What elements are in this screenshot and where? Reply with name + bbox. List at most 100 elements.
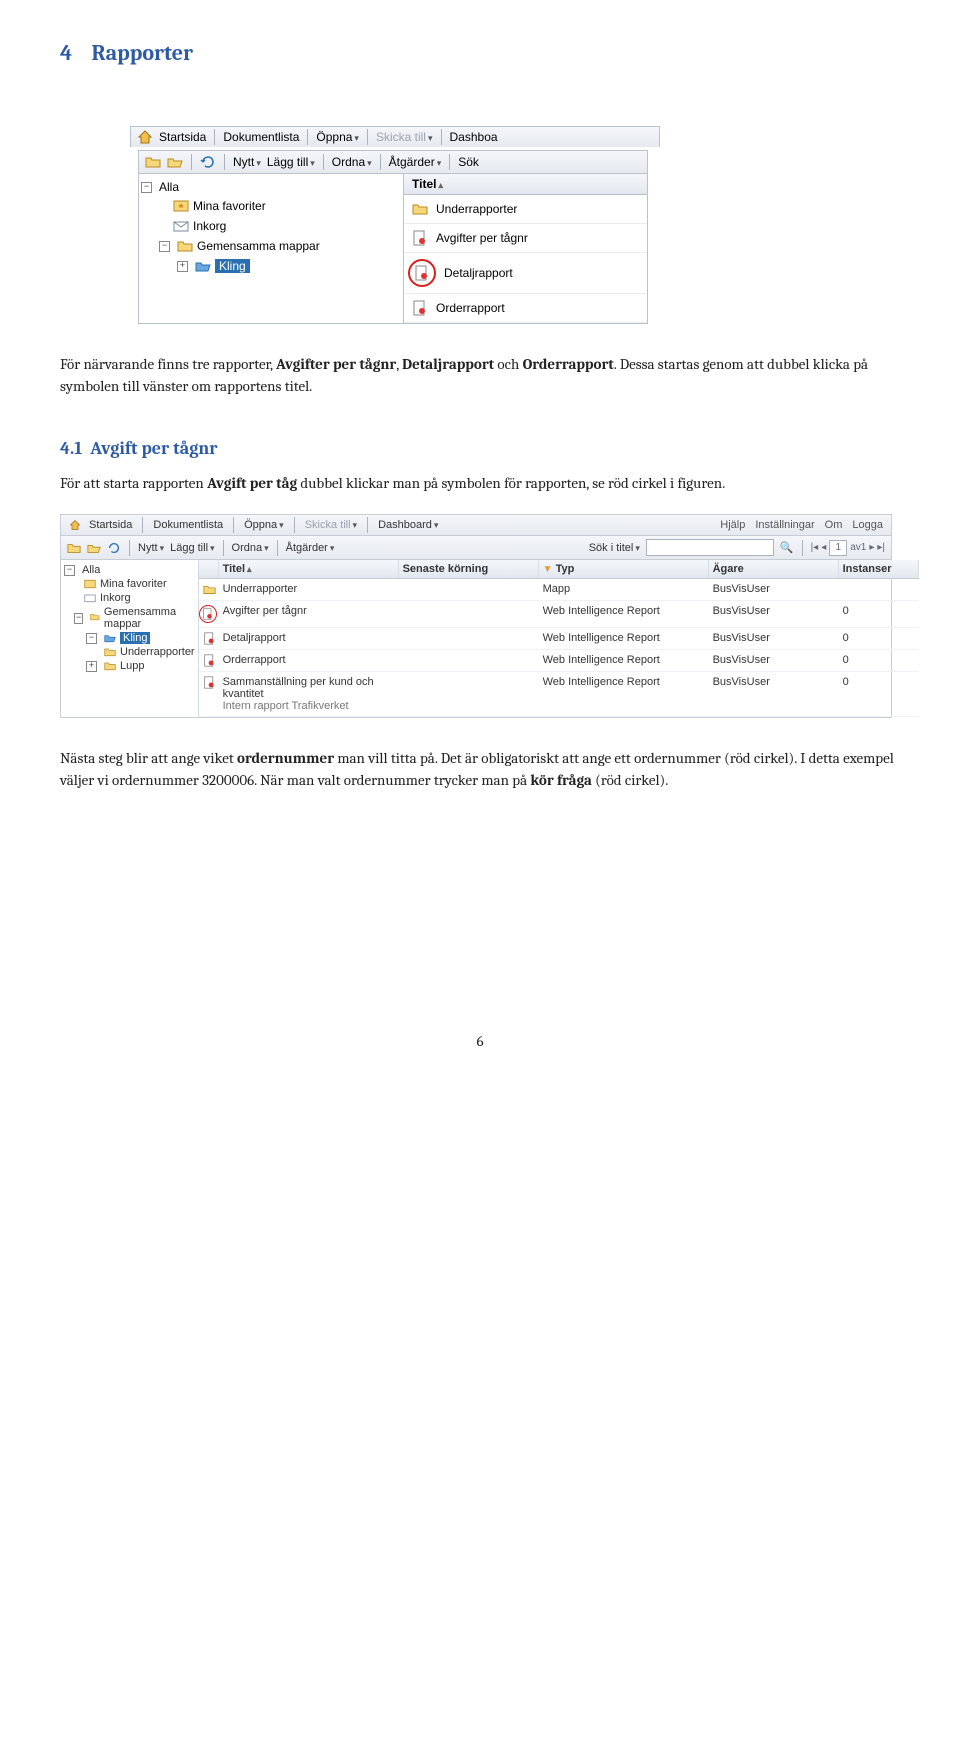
filter-icon: ▼ [543,564,553,575]
tree-gemensamma[interactable]: − Gemensamma mappar [141,236,401,256]
btn-nytt[interactable]: Nytt▾ [233,155,261,169]
folder-icon [90,612,100,624]
refresh-icon[interactable] [200,154,216,170]
btn-ordna[interactable]: Ordna▾ [332,155,372,169]
btn-ordna[interactable]: Ordna▾ [232,542,269,554]
folder-icon[interactable] [67,541,81,555]
col-instanser[interactable]: Instanser [839,560,919,578]
toolbar-sub-wide: Nytt▾ Lägg till▾ Ordna▾ Åtgärder▾ Sök i … [61,536,891,560]
collapse-icon[interactable]: − [141,182,152,193]
inbox-icon [84,592,96,604]
red-circle-highlight [199,605,217,623]
page-current[interactable]: 1 [829,540,847,556]
nav-dashboard[interactable]: Dashboa [450,130,498,144]
paragraph-next-step: Nästa steg blir att ange viket ordernumm… [60,748,900,792]
nav-startsida[interactable]: Startsida [159,130,206,144]
folder-open-icon[interactable] [87,541,101,555]
link-hjalp[interactable]: Hjälp [720,519,745,531]
tree-favoriter[interactable]: Mina favoriter [64,577,195,591]
report-icon [412,230,428,246]
report-icon [203,676,216,689]
paragraph-sub-intro: För att starta rapporten Avgift per tåg … [60,473,900,495]
page-number: 6 [60,1032,900,1050]
page-first-icon[interactable]: |◂ [811,542,819,553]
btn-sok[interactable]: Sök [458,155,479,169]
tree-kling[interactable]: + Kling [141,256,401,276]
tree-favoriter[interactable]: Mina favoriter [141,196,401,216]
list-item-detalj[interactable]: Detaljrapport [404,253,647,294]
tree-under[interactable]: Underrapporter [64,645,195,659]
search-icon[interactable]: 🔍 [780,541,794,554]
nav-startsida[interactable]: Startsida [89,519,132,531]
subsection-heading: 4.1 Avgift per tågnr [60,438,900,459]
expand-icon[interactable]: + [177,261,188,272]
home-icon [69,519,81,531]
search-input[interactable] [646,539,774,556]
refresh-icon[interactable] [107,541,121,555]
folder-open-icon[interactable] [167,154,183,170]
nav-dashboard[interactable]: Dashboard▾ [378,519,438,531]
report-icon [203,632,216,645]
folder-tree-wide: −Alla Mina favoriter Inkorg − Gemensamma… [61,560,199,717]
list-item-avgifter[interactable]: Avgifter per tågnr [404,224,647,253]
col-senaste[interactable]: Senaste körning [399,560,539,578]
pager: |◂ ◂ 1 av1 ▸ ▸| [811,540,885,556]
folder-icon[interactable] [145,154,161,170]
collapse-icon[interactable]: − [159,241,170,252]
col-titel[interactable]: Titel▴ [219,560,399,578]
table-row[interactable]: Detaljrapport Web Intelligence Report Bu… [199,628,919,650]
btn-laggtill[interactable]: Lägg till▾ [267,155,315,169]
table-row[interactable]: Underrapporter Mapp BusVisUser [199,579,919,601]
link-om[interactable]: Om [825,519,843,531]
report-table: Titel▴ Senaste körning ▼ Typ Ägare Insta… [199,560,919,717]
btn-atgarder[interactable]: Åtgärder▾ [389,155,442,169]
col-agare[interactable]: Ägare [709,560,839,578]
nav-skicka-till: Skicka till▾ [376,130,433,144]
nav-oppna[interactable]: Öppna▾ [244,519,284,531]
red-circle-highlight [408,259,436,287]
btn-atgarder[interactable]: Åtgärder▾ [286,542,335,554]
subsection-number: 4.1 [60,438,82,459]
inbox-icon [173,218,189,234]
table-row[interactable]: Sammanställning per kund och kvantitet I… [199,672,919,717]
favorites-icon [173,198,189,214]
tree-alla[interactable]: − Alla [141,178,401,196]
btn-laggtill[interactable]: Lägg till▾ [170,542,214,554]
list-item-order[interactable]: Orderrapport [404,294,647,323]
page-of-label: av1 [850,542,866,553]
nav-dokumentlista[interactable]: Dokumentlista [153,519,223,531]
tree-inkorg[interactable]: Inkorg [64,591,195,605]
nav-dokumentlista[interactable]: Dokumentlista [223,130,299,144]
btn-nytt[interactable]: Nytt▾ [138,542,164,554]
list-item-underrapporter[interactable]: Underrapporter [404,195,647,224]
top-nav: Startsida Dokumentlista Öppna▾ Skicka ti… [61,515,891,536]
tree-kling[interactable]: − Kling [64,631,195,645]
report-icon [412,300,428,316]
report-list: Titel▴ Underrapporter Avgifter per tågnr… [404,174,647,323]
page-next-icon[interactable]: ▸ [869,542,874,553]
screenshot-list-wide: Startsida Dokumentlista Öppna▾ Skicka ti… [60,514,900,718]
tree-alla[interactable]: −Alla [64,563,195,577]
folder-open-selected-icon [104,632,116,644]
link-installningar[interactable]: Inställningar [755,519,814,531]
col-header-titel[interactable]: Titel▴ [404,174,647,195]
folder-icon [104,646,116,658]
favorites-icon [84,578,96,590]
col-typ[interactable]: ▼ Typ [539,560,709,578]
page-last-icon[interactable]: ▸| [877,542,885,553]
folder-icon [177,238,193,254]
toolbar-main: Startsida Dokumentlista Öppna▾ Skicka ti… [130,126,660,147]
tree-gemensamma[interactable]: − Gemensamma mappar [64,605,195,631]
folder-icon [203,583,216,596]
home-icon [137,129,153,145]
table-row[interactable]: Orderrapport Web Intelligence Report Bus… [199,650,919,672]
report-icon [414,265,430,281]
nav-oppna[interactable]: Öppna▾ [316,130,359,144]
page-prev-icon[interactable]: ◂ [821,542,826,553]
table-row[interactable]: Avgifter per tågnr Web Intelligence Repo… [199,601,919,628]
link-logga[interactable]: Logga [852,519,883,531]
subsection-title: Avgift per tågnr [90,438,217,459]
folder-open-selected-icon [195,258,211,274]
tree-lupp[interactable]: + Lupp [64,659,195,673]
tree-inkorg[interactable]: Inkorg [141,216,401,236]
